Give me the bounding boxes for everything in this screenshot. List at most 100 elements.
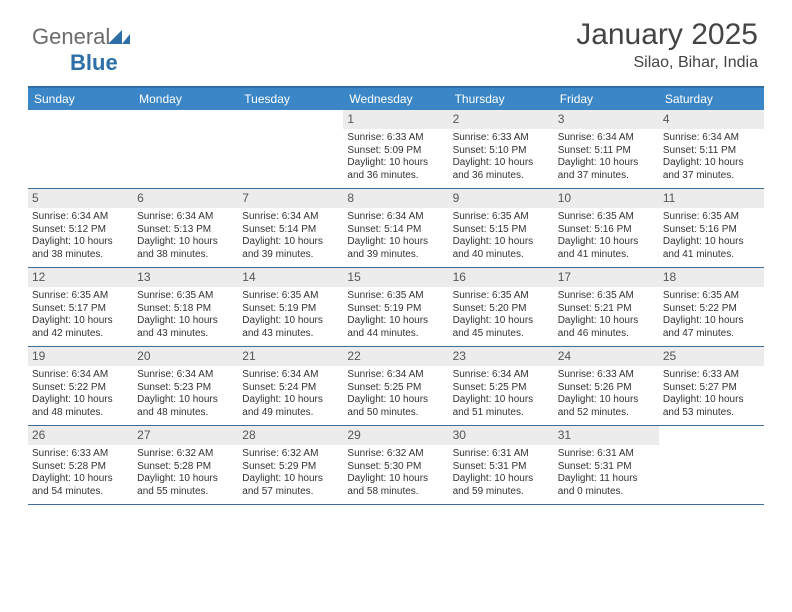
day-detail: Sunset: 5:16 PM — [663, 224, 760, 237]
calendar-day: . — [133, 110, 238, 188]
calendar: Sunday Monday Tuesday Wednesday Thursday… — [28, 86, 764, 505]
day-detail: Daylight: 10 hours — [32, 473, 129, 486]
day-detail: Sunrise: 6:35 AM — [242, 290, 339, 303]
calendar-day: 20Sunrise: 6:34 AMSunset: 5:23 PMDayligh… — [133, 347, 238, 425]
calendar-day: 8Sunrise: 6:34 AMSunset: 5:14 PMDaylight… — [343, 189, 448, 267]
calendar-week: ...1Sunrise: 6:33 AMSunset: 5:09 PMDayli… — [28, 110, 764, 189]
day-detail: Daylight: 10 hours — [453, 473, 550, 486]
day-detail: Sunset: 5:20 PM — [453, 303, 550, 316]
dow-wednesday: Wednesday — [343, 88, 448, 110]
day-detail: Sunset: 5:29 PM — [242, 461, 339, 474]
day-detail: Sunset: 5:22 PM — [663, 303, 760, 316]
calendar-day: 10Sunrise: 6:35 AMSunset: 5:16 PMDayligh… — [554, 189, 659, 267]
day-number: 8 — [343, 189, 448, 208]
day-number: 7 — [238, 189, 343, 208]
day-detail: Sunrise: 6:34 AM — [242, 211, 339, 224]
day-detail: and 52 minutes. — [558, 407, 655, 420]
day-detail: Daylight: 10 hours — [347, 157, 444, 170]
day-detail: Sunrise: 6:32 AM — [242, 448, 339, 461]
day-number: 19 — [28, 347, 133, 366]
day-detail: and 50 minutes. — [347, 407, 444, 420]
logo-triangle-icon — [122, 34, 130, 44]
brand-logo: General Blue — [32, 24, 130, 76]
brand-part1: General — [32, 24, 110, 49]
day-detail: Daylight: 10 hours — [137, 236, 234, 249]
calendar-day: 26Sunrise: 6:33 AMSunset: 5:28 PMDayligh… — [28, 426, 133, 504]
dow-tuesday: Tuesday — [238, 88, 343, 110]
day-detail: and 38 minutes. — [137, 249, 234, 262]
day-number: 20 — [133, 347, 238, 366]
calendar-day: 3Sunrise: 6:34 AMSunset: 5:11 PMDaylight… — [554, 110, 659, 188]
day-number: 31 — [554, 426, 659, 445]
day-detail: Daylight: 10 hours — [453, 394, 550, 407]
calendar-week: 26Sunrise: 6:33 AMSunset: 5:28 PMDayligh… — [28, 426, 764, 505]
day-detail: Daylight: 10 hours — [347, 315, 444, 328]
day-detail: Sunset: 5:09 PM — [347, 145, 444, 158]
day-detail: Sunrise: 6:34 AM — [137, 211, 234, 224]
day-detail: Sunrise: 6:35 AM — [663, 211, 760, 224]
day-detail: Sunset: 5:25 PM — [453, 382, 550, 395]
dow-saturday: Saturday — [659, 88, 764, 110]
day-detail: Sunset: 5:21 PM — [558, 303, 655, 316]
calendar-day: 30Sunrise: 6:31 AMSunset: 5:31 PMDayligh… — [449, 426, 554, 504]
calendar-body: ...1Sunrise: 6:33 AMSunset: 5:09 PMDayli… — [28, 110, 764, 505]
day-detail: Sunset: 5:23 PM — [137, 382, 234, 395]
calendar-day: 4Sunrise: 6:34 AMSunset: 5:11 PMDaylight… — [659, 110, 764, 188]
day-detail: and 45 minutes. — [453, 328, 550, 341]
day-number: 13 — [133, 268, 238, 287]
day-detail: Sunrise: 6:35 AM — [453, 290, 550, 303]
day-number: 11 — [659, 189, 764, 208]
day-detail: Sunrise: 6:31 AM — [453, 448, 550, 461]
dow-sunday: Sunday — [28, 88, 133, 110]
calendar-day: 12Sunrise: 6:35 AMSunset: 5:17 PMDayligh… — [28, 268, 133, 346]
day-number: 10 — [554, 189, 659, 208]
day-number: 15 — [343, 268, 448, 287]
day-detail: Daylight: 10 hours — [558, 157, 655, 170]
day-detail: Sunrise: 6:33 AM — [663, 369, 760, 382]
day-detail: Sunset: 5:13 PM — [137, 224, 234, 237]
day-detail: Daylight: 10 hours — [663, 157, 760, 170]
day-detail: Daylight: 10 hours — [558, 315, 655, 328]
day-detail: Daylight: 10 hours — [242, 236, 339, 249]
day-detail: Sunrise: 6:33 AM — [558, 369, 655, 382]
day-detail: Sunset: 5:28 PM — [32, 461, 129, 474]
calendar-week: 12Sunrise: 6:35 AMSunset: 5:17 PMDayligh… — [28, 268, 764, 347]
day-detail: Daylight: 10 hours — [453, 236, 550, 249]
day-detail: Daylight: 10 hours — [137, 394, 234, 407]
calendar-day: 23Sunrise: 6:34 AMSunset: 5:25 PMDayligh… — [449, 347, 554, 425]
day-detail: Daylight: 10 hours — [453, 157, 550, 170]
day-detail: Daylight: 10 hours — [242, 315, 339, 328]
calendar-day: 16Sunrise: 6:35 AMSunset: 5:20 PMDayligh… — [449, 268, 554, 346]
day-detail: and 41 minutes. — [663, 249, 760, 262]
day-detail: Sunset: 5:11 PM — [558, 145, 655, 158]
day-number: 30 — [449, 426, 554, 445]
day-detail: Sunset: 5:14 PM — [347, 224, 444, 237]
day-detail: and 49 minutes. — [242, 407, 339, 420]
day-detail: Daylight: 10 hours — [242, 473, 339, 486]
day-detail: Sunrise: 6:35 AM — [32, 290, 129, 303]
day-detail: Daylight: 10 hours — [137, 315, 234, 328]
day-number: 28 — [238, 426, 343, 445]
day-detail: and 47 minutes. — [663, 328, 760, 341]
calendar-day: 5Sunrise: 6:34 AMSunset: 5:12 PMDaylight… — [28, 189, 133, 267]
day-detail: and 39 minutes. — [347, 249, 444, 262]
calendar-day: 11Sunrise: 6:35 AMSunset: 5:16 PMDayligh… — [659, 189, 764, 267]
day-detail: and 51 minutes. — [453, 407, 550, 420]
calendar-day: 6Sunrise: 6:34 AMSunset: 5:13 PMDaylight… — [133, 189, 238, 267]
day-detail: Sunset: 5:14 PM — [242, 224, 339, 237]
day-number: 12 — [28, 268, 133, 287]
day-detail: and 0 minutes. — [558, 486, 655, 499]
day-detail: Sunrise: 6:33 AM — [453, 132, 550, 145]
day-detail: Sunset: 5:28 PM — [137, 461, 234, 474]
calendar-day: 9Sunrise: 6:35 AMSunset: 5:15 PMDaylight… — [449, 189, 554, 267]
dow-thursday: Thursday — [449, 88, 554, 110]
day-detail: Sunset: 5:16 PM — [558, 224, 655, 237]
day-detail: and 36 minutes. — [453, 170, 550, 183]
day-detail: and 59 minutes. — [453, 486, 550, 499]
day-detail: and 55 minutes. — [137, 486, 234, 499]
day-detail: Sunrise: 6:34 AM — [453, 369, 550, 382]
dow-friday: Friday — [554, 88, 659, 110]
day-number: 3 — [554, 110, 659, 129]
calendar-day: 17Sunrise: 6:35 AMSunset: 5:21 PMDayligh… — [554, 268, 659, 346]
day-number: 9 — [449, 189, 554, 208]
